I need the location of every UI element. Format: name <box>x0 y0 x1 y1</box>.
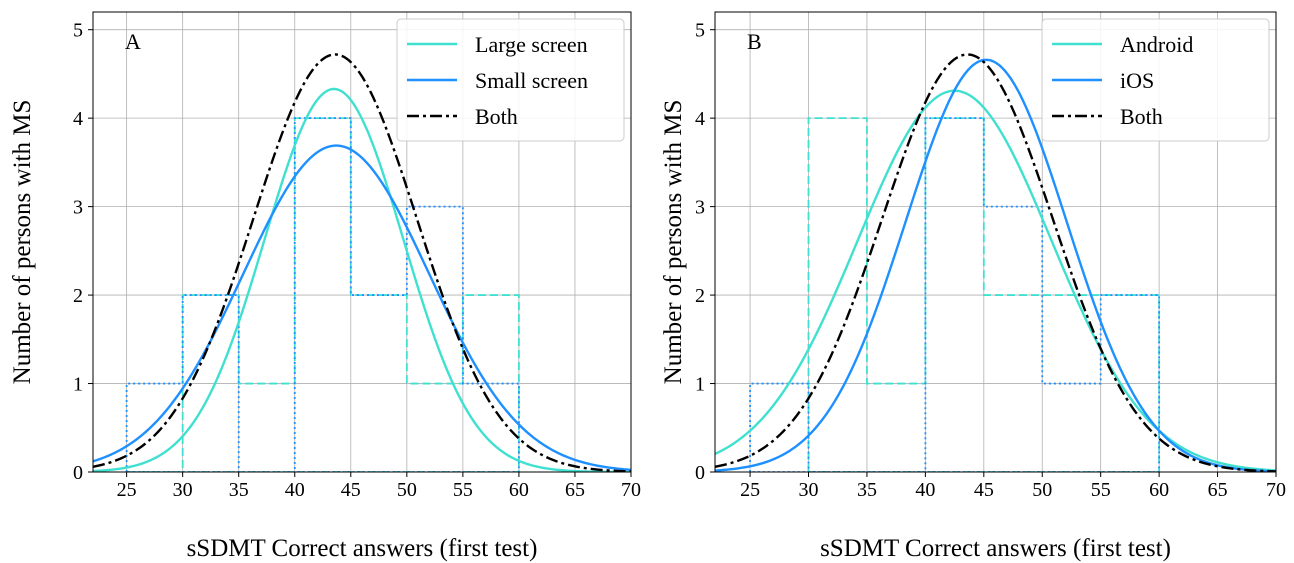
legend: Large screen Small screen Both <box>397 19 624 141</box>
x-tick-label: 25 <box>117 479 137 501</box>
x-tick-label: 25 <box>740 479 760 501</box>
y-tick-label: 5 <box>695 20 705 42</box>
y-tick-label: 1 <box>73 374 83 396</box>
y-tick-label: 2 <box>695 285 705 307</box>
panel-label: A <box>125 29 141 54</box>
x-tick-label: 70 <box>1266 479 1286 501</box>
y-tick-label: 2 <box>73 285 83 307</box>
series-line-large-screen <box>93 89 631 472</box>
series-line-small-screen <box>93 146 631 470</box>
y-tick-label: 4 <box>695 108 705 130</box>
x-tick-label: 40 <box>915 479 935 501</box>
y-tick-label: 5 <box>73 20 83 42</box>
x-axis-label: sSDMT Correct answers (first test) <box>187 535 538 562</box>
y-axis-label: Number of persons with MS <box>660 100 687 385</box>
x-tick-label: 55 <box>453 479 473 501</box>
x-tick-label: 50 <box>397 479 417 501</box>
x-tick-label: 60 <box>1149 479 1169 501</box>
x-tick-label: 65 <box>565 479 585 501</box>
x-tick-label: 50 <box>1032 479 1052 501</box>
x-tick-label: 45 <box>974 479 994 501</box>
x-tick-label: 35 <box>229 479 249 501</box>
x-axis-label: sSDMT Correct answers (first test) <box>820 535 1171 562</box>
legend-label: iOS <box>1120 68 1154 93</box>
x-tick-label: 65 <box>1208 479 1228 501</box>
y-tick-label: 4 <box>73 108 83 130</box>
x-tick-label: 45 <box>341 479 361 501</box>
legend-label: Large screen <box>475 32 588 57</box>
x-tick-label: 60 <box>509 479 529 501</box>
legend-label: Small screen <box>475 68 588 93</box>
x-tick-label: 55 <box>1091 479 1111 501</box>
legend: Android iOS Both <box>1042 19 1269 141</box>
x-tick-label: 40 <box>285 479 305 501</box>
y-tick-label: 0 <box>73 462 83 484</box>
y-tick-label: 3 <box>73 197 83 219</box>
x-tick-label: 70 <box>621 479 641 501</box>
y-tick-label: 0 <box>695 462 705 484</box>
legend-label: Both <box>475 104 518 129</box>
x-tick-label: 30 <box>173 479 193 501</box>
x-tick-label: 35 <box>857 479 877 501</box>
legend-label: Android <box>1120 32 1193 57</box>
legend-label: Both <box>1120 104 1163 129</box>
y-tick-label: 1 <box>695 374 705 396</box>
y-axis-label: Number of persons with MS <box>9 100 36 385</box>
x-tick-label: 30 <box>799 479 819 501</box>
y-tick-label: 3 <box>695 197 705 219</box>
panel-label: B <box>747 29 762 54</box>
